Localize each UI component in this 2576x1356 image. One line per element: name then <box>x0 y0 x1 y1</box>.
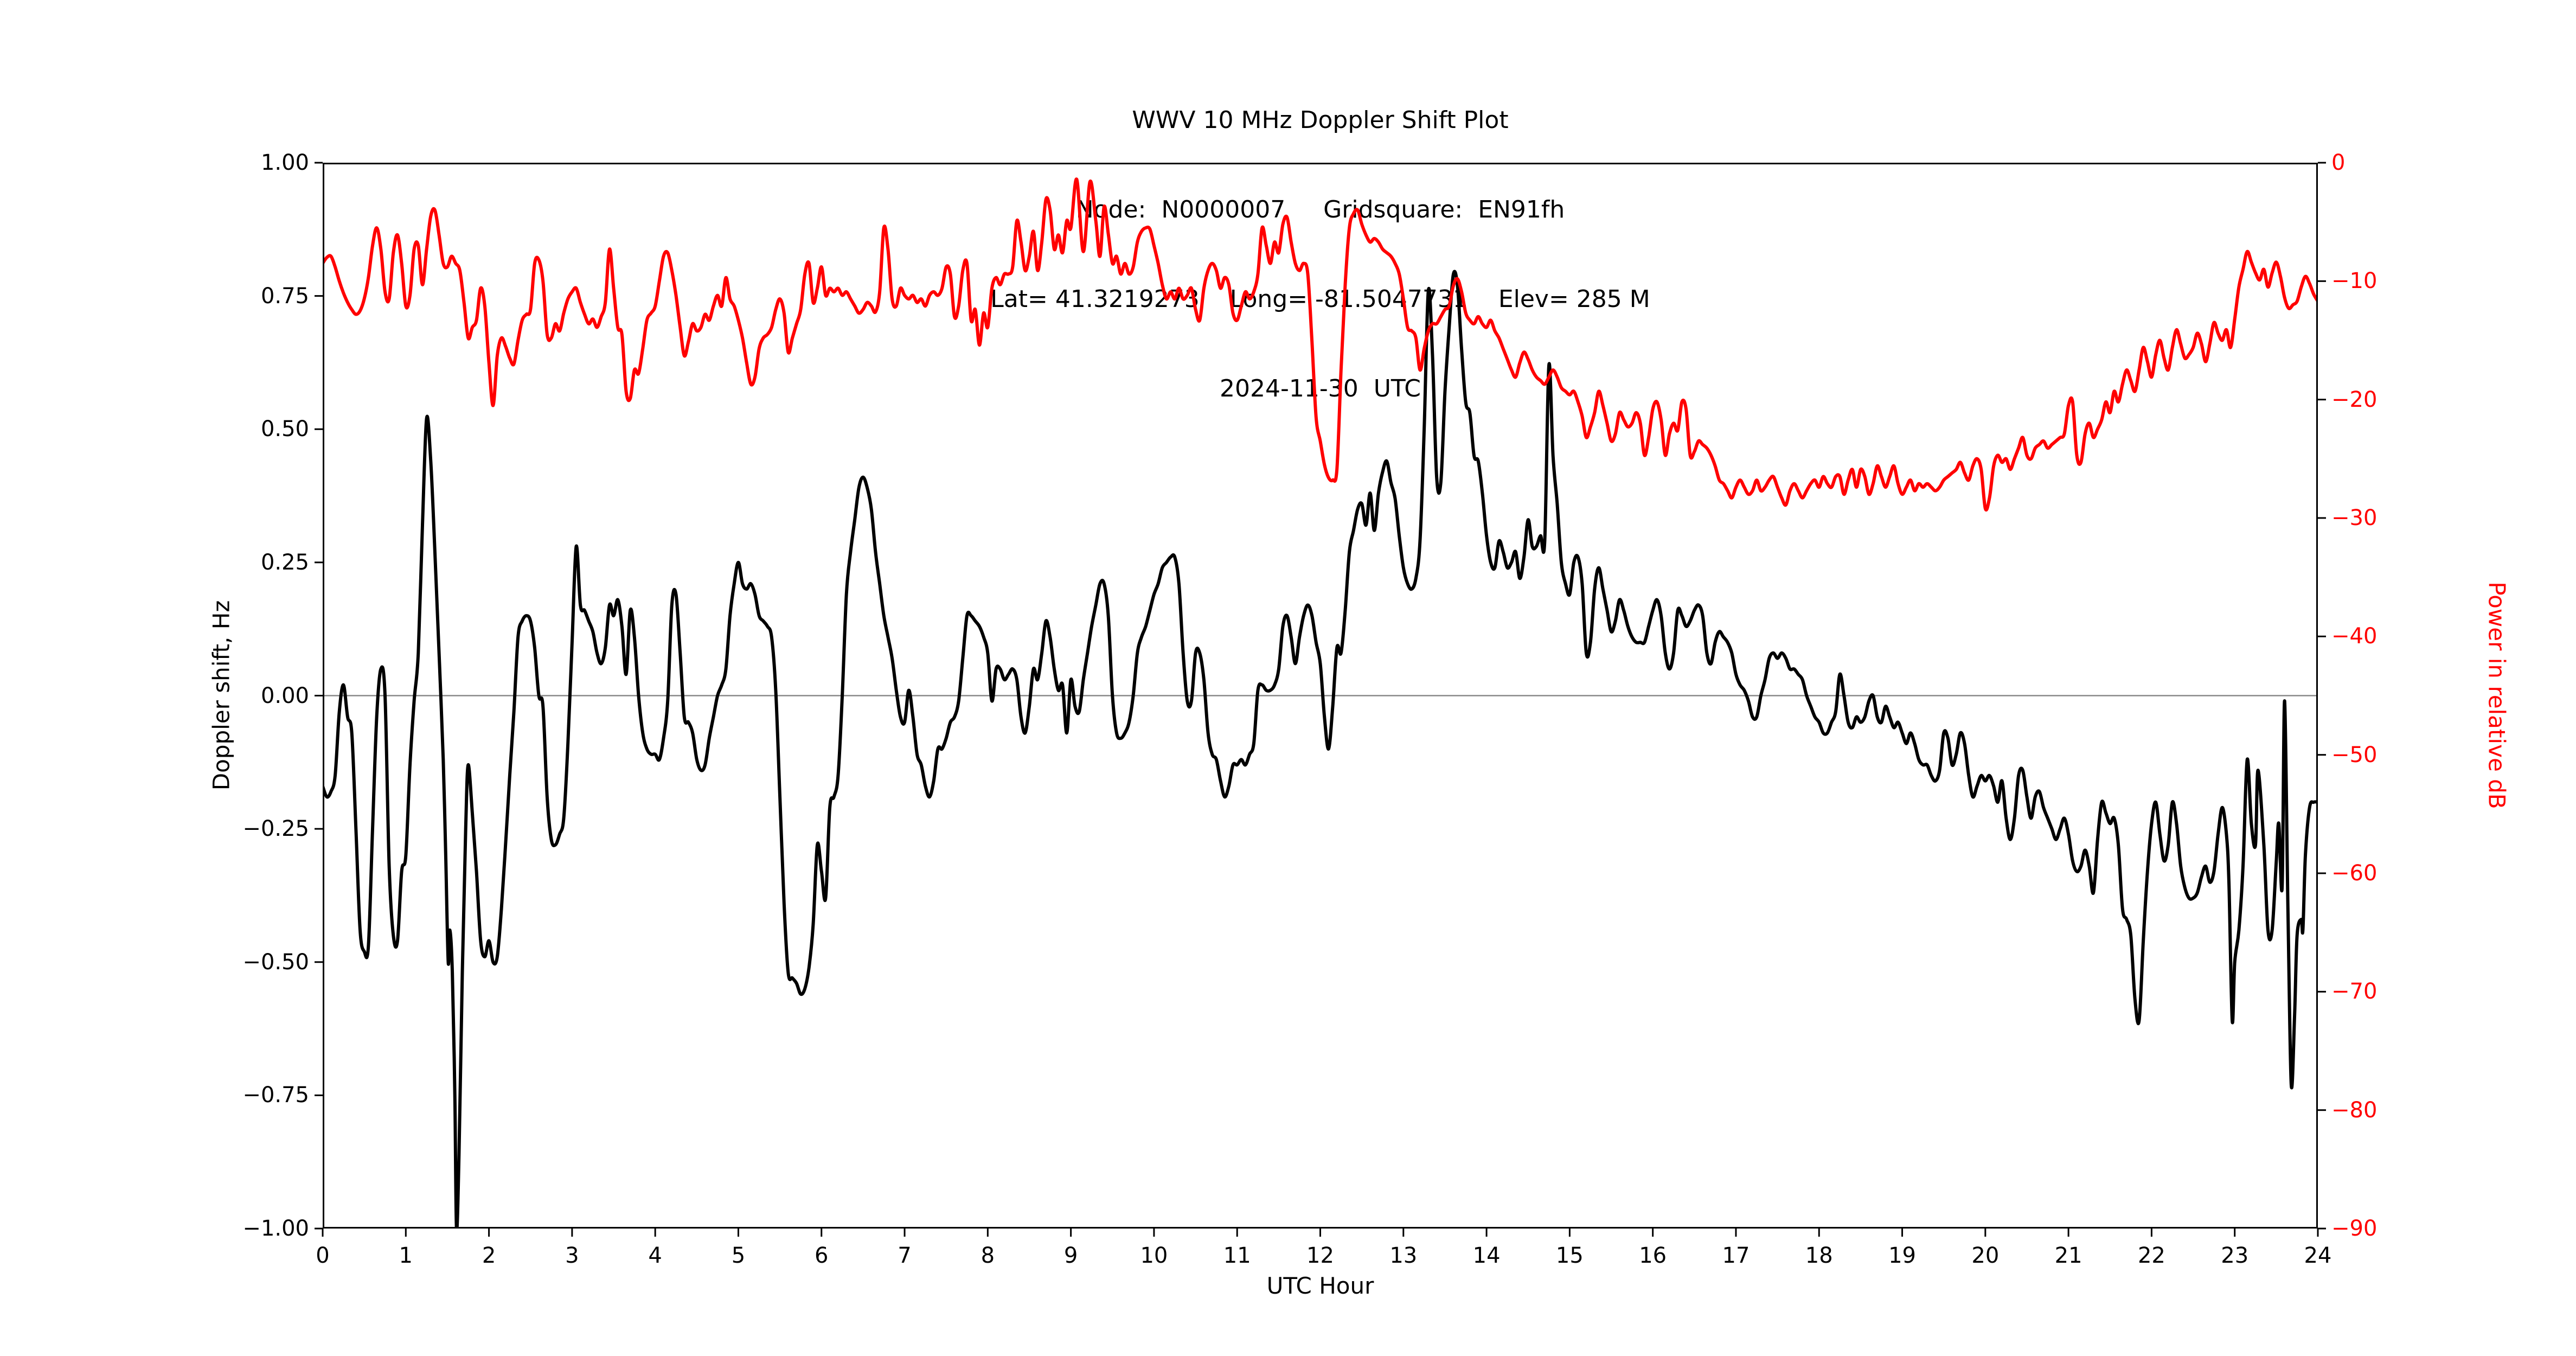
y-right-tick-label: −70 <box>2331 979 2378 1005</box>
y-right-tick-label: −30 <box>2331 506 2378 530</box>
x-tick-label: 15 <box>1555 1243 1584 1268</box>
y-right-tick-label: −90 <box>2331 1216 2378 1241</box>
x-tick-label: 16 <box>1639 1243 1667 1268</box>
y-left-tick-label: 0.00 <box>260 683 309 708</box>
y-left-tick-label: −0.75 <box>242 1083 309 1108</box>
y-right-tick-label: −10 <box>2331 268 2378 294</box>
y-left-tick-label: 0.75 <box>260 283 309 309</box>
y-right-tick-label: −60 <box>2331 861 2378 886</box>
plot-subtitle-date: 2024-11-30 UTC <box>1220 375 1421 402</box>
power-curve <box>323 177 2318 511</box>
x-tick-label: 20 <box>1971 1243 2000 1268</box>
plot-area-border <box>323 163 2318 1229</box>
x-tick-label: 8 <box>981 1243 995 1268</box>
x-tick-label: 14 <box>1472 1243 1501 1268</box>
x-tick-label: 9 <box>1063 1243 1078 1268</box>
x-tick-label: 1 <box>399 1243 413 1268</box>
plot-title: WWV 10 MHz Doppler Shift Plot <box>1132 106 1509 134</box>
x-tick-label: 3 <box>565 1243 579 1268</box>
x-tick-label: 23 <box>2221 1243 2249 1268</box>
y-left-tick-label: −0.50 <box>242 949 309 975</box>
y-right-tick-label: −20 <box>2331 387 2378 412</box>
x-tick-label: 6 <box>815 1243 829 1268</box>
x-tick-label: 2 <box>482 1243 496 1268</box>
x-tick-label: 7 <box>898 1243 912 1268</box>
y-right-tick-label: −40 <box>2331 624 2378 649</box>
x-tick-label: 21 <box>2054 1243 2082 1268</box>
x-axis-title: UTC Hour <box>1266 1272 1374 1299</box>
x-tick-label: 13 <box>1389 1243 1418 1268</box>
y-right-tick-label: 0 <box>2331 150 2346 175</box>
y-right-tick-label: −50 <box>2331 742 2378 767</box>
x-tick-label: 4 <box>648 1243 662 1268</box>
x-tick-label: 0 <box>316 1243 330 1268</box>
x-tick-label: 11 <box>1223 1243 1251 1268</box>
x-tick-label: 17 <box>1722 1243 1750 1268</box>
y-axis-left-title: Doppler shift, Hz <box>208 600 235 791</box>
plot-subtitle-location: Lat= 41.3219273 Long= -81.5047731 Elev= … <box>990 285 1650 313</box>
y-left-tick-label: 0.50 <box>260 417 309 442</box>
plot-subtitle-node-gridsquare: Node: N0000007 Gridsquare: EN91fh <box>1075 196 1565 223</box>
y-left-tick-label: −0.25 <box>242 816 309 842</box>
x-tick-label: 12 <box>1306 1243 1334 1268</box>
x-tick-label: 18 <box>1805 1243 1833 1268</box>
title-block: WWV 10 MHz Doppler Shift Plot Node: N000… <box>323 46 2318 463</box>
x-tick-label: 5 <box>731 1243 746 1268</box>
y-right-tick-label: −80 <box>2331 1097 2378 1123</box>
x-tick-label: 22 <box>2137 1243 2165 1268</box>
y-left-tick-label: −1.00 <box>242 1216 309 1241</box>
x-tick-label: 19 <box>1888 1243 1916 1268</box>
doppler-shift-curve <box>323 270 2318 1229</box>
x-tick-label: 24 <box>2304 1243 2332 1268</box>
y-axis-right-title: Power in relative dB <box>2483 581 2510 809</box>
y-left-tick-label: 0.25 <box>260 549 309 575</box>
x-tick-label: 10 <box>1140 1243 1168 1268</box>
y-left-tick-label: 1.00 <box>260 150 309 175</box>
